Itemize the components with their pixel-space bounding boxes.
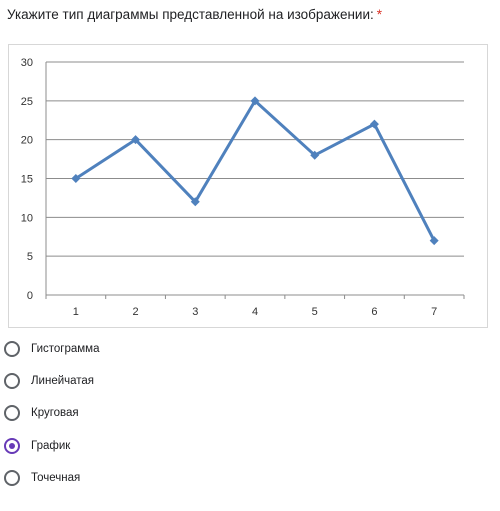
y-tick-label: 0 [27, 290, 33, 302]
radio-button[interactable] [4, 341, 20, 357]
radio-button[interactable] [4, 373, 20, 389]
radio-button[interactable] [4, 438, 20, 454]
data-point-marker [310, 150, 320, 160]
data-point-marker [71, 174, 81, 183]
data-point-marker [131, 135, 141, 145]
data-point-marker [369, 119, 379, 129]
radio-button[interactable] [4, 405, 20, 421]
data-point-marker [250, 96, 260, 106]
x-tick-label: 3 [192, 306, 198, 318]
option-label: Линейчатая [31, 375, 95, 387]
y-tick-label: 5 [27, 251, 33, 263]
chart-image: 0 5 10 15 20 25 30 1 2 3 4 5 6 7 [8, 44, 488, 328]
option-label: Круговая [31, 407, 79, 419]
y-tick-label: 10 [21, 212, 33, 224]
y-tick-label: 30 [21, 57, 33, 69]
option-pie[interactable]: Круговая [4, 401, 204, 425]
x-tick-label: 6 [371, 306, 377, 318]
data-point-marker [190, 197, 200, 207]
x-tick-label: 2 [133, 306, 139, 318]
x-tick-label: 4 [252, 306, 258, 318]
question-title: Укажите тип диаграммы представленной на … [7, 7, 382, 22]
x-tick-label: 5 [312, 306, 318, 318]
y-tick-label: 25 [21, 96, 33, 108]
option-scatter[interactable]: Точечная [4, 466, 204, 490]
series-line [75, 99, 436, 242]
question-text: Укажите тип диаграммы представленной на … [7, 7, 374, 22]
option-label: График [31, 440, 71, 452]
required-asterisk: * [376, 7, 383, 22]
radio-button[interactable] [4, 470, 20, 486]
x-tick-label: 7 [431, 306, 437, 318]
line-chart: 0 5 10 15 20 25 30 1 2 3 4 5 6 7 [21, 57, 465, 318]
data-point-marker [429, 236, 439, 246]
option-histogram[interactable]: Гистограмма [4, 337, 204, 361]
option-bar[interactable]: Линейчатая [4, 369, 204, 393]
y-tick-label: 15 [21, 174, 33, 186]
option-label: Точечная [31, 472, 81, 484]
option-label: Гистограмма [31, 343, 100, 355]
y-tick-label: 20 [21, 135, 33, 147]
x-tick-label: 1 [73, 306, 79, 318]
option-line-graph[interactable]: График [4, 434, 204, 458]
